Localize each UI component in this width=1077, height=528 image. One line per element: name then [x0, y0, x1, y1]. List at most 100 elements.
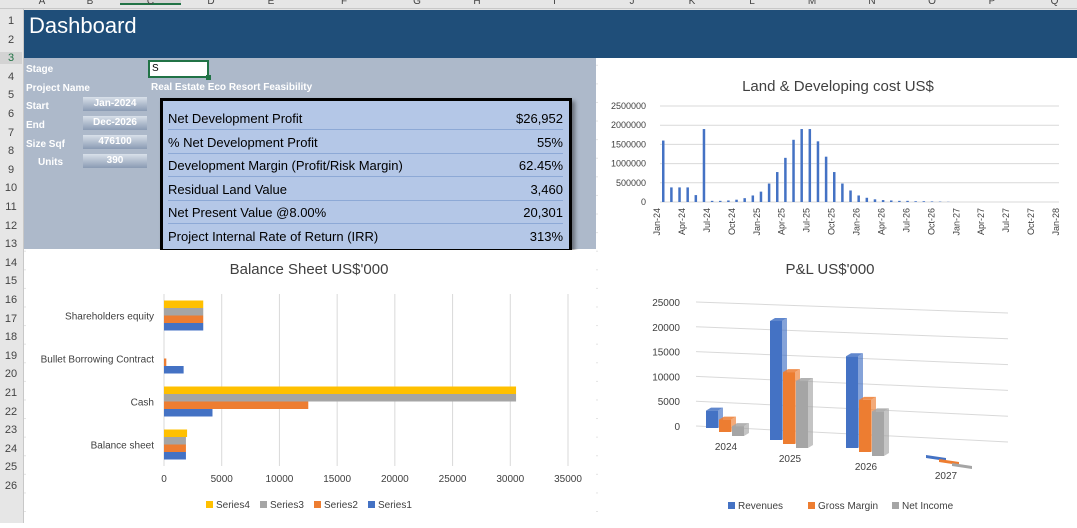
bar [890, 200, 893, 202]
project-name-value[interactable]: Real Estate Eco Resort Feasibility [151, 82, 312, 93]
column-header[interactable]: D [181, 0, 241, 7]
column-header[interactable]: K [662, 0, 722, 7]
legend-label: Gross Margin [818, 501, 878, 512]
row-header[interactable]: 4 [0, 71, 22, 83]
x-tick-label: Jan-25 [752, 208, 762, 236]
row-header[interactable]: 10 [0, 182, 22, 194]
bar [906, 201, 909, 202]
column-header[interactable]: J [602, 0, 662, 7]
row-header[interactable]: 19 [0, 350, 22, 362]
row-header[interactable]: 16 [0, 294, 22, 306]
column-header[interactable]: L [722, 0, 782, 7]
x-tick-label: Jan-26 [852, 208, 862, 236]
row-header[interactable]: 3 [0, 52, 22, 64]
bar [800, 129, 803, 202]
y-tick-label: 5000 [658, 397, 681, 408]
column-header[interactable]: M [782, 0, 842, 7]
bar [784, 158, 787, 202]
stage-input-cell[interactable]: S [148, 60, 209, 78]
column-header[interactable]: H [447, 0, 507, 7]
column-header[interactable]: F [301, 0, 387, 7]
row-header[interactable]: 23 [0, 424, 22, 436]
legend-swatch [368, 501, 375, 508]
units-value[interactable]: 390 [83, 154, 147, 168]
x-tick-label: Jan-24 [652, 208, 662, 236]
legend-swatch [892, 502, 899, 509]
row-header[interactable]: 26 [0, 480, 22, 492]
start-value[interactable]: Jan-2024 [83, 97, 147, 111]
kpi-value: 20,301 [523, 205, 563, 220]
kpi-label: Net Present Value @8.00% [168, 205, 326, 220]
row-header[interactable]: 14 [0, 257, 22, 269]
column-header[interactable]: I [507, 0, 602, 7]
bar [686, 187, 689, 202]
row-header[interactable]: 6 [0, 108, 22, 120]
dashboard-banner: Dashboard [24, 10, 1077, 58]
row-header[interactable]: 21 [0, 387, 22, 399]
category-label: 2025 [779, 454, 802, 465]
y-tick-label: 0 [641, 197, 646, 207]
row-header[interactable]: 8 [0, 145, 22, 157]
category-label: Bullet Borrowing Contract [41, 355, 155, 366]
column-header[interactable]: Q [1022, 0, 1077, 7]
bar [898, 201, 901, 202]
bar [872, 411, 884, 456]
column-header[interactable]: G [387, 0, 447, 7]
row-header[interactable]: 15 [0, 275, 22, 287]
bar [164, 387, 516, 395]
x-tick-label: Jan-27 [951, 208, 961, 236]
bar [735, 200, 738, 202]
bar [695, 195, 698, 202]
row-header[interactable]: 18 [0, 331, 22, 343]
kpi-box: Net Development Profit$26,952 % Net Deve… [160, 98, 572, 252]
y-tick-label: 20000 [652, 323, 680, 334]
row-header[interactable]: 1 [0, 15, 22, 27]
x-tick-label: Oct-27 [1026, 208, 1036, 235]
row-header[interactable]: 11 [0, 201, 22, 213]
row-header[interactable]: 17 [0, 313, 22, 325]
column-header[interactable]: B [60, 0, 120, 7]
start-label: Start [26, 101, 49, 112]
kpi-label: Development Margin (Profit/Risk Margin) [168, 158, 403, 173]
row-header[interactable]: 24 [0, 443, 22, 455]
y-tick-label: 2500000 [611, 101, 646, 111]
row-header[interactable]: 12 [0, 220, 22, 232]
kpi-row: Net Development Profit$26,952 [168, 107, 563, 130]
column-header[interactable]: A [24, 0, 60, 7]
column-header[interactable]: E [241, 0, 301, 7]
legend-label: Series4 [216, 500, 250, 511]
bar [711, 201, 714, 202]
row-header[interactable]: 25 [0, 461, 22, 473]
legend-label: Series2 [324, 500, 358, 511]
column-header[interactable]: O [902, 0, 962, 7]
stage-label: Stage [26, 64, 53, 75]
column-header[interactable]: N [842, 0, 902, 7]
row-header[interactable]: 7 [0, 127, 22, 139]
row-header[interactable]: 13 [0, 238, 22, 250]
row-header[interactable]: 20 [0, 368, 22, 380]
row-header[interactable]: 5 [0, 89, 22, 101]
x-tick-label: 5000 [211, 474, 234, 485]
category-label: Cash [131, 398, 154, 409]
x-tick-label: Oct-26 [926, 208, 936, 235]
column-header[interactable]: C [120, 0, 181, 5]
gridline [696, 302, 1008, 313]
legend-label: Series3 [270, 500, 304, 511]
bar [719, 201, 722, 202]
row-header[interactable]: 9 [0, 164, 22, 176]
column-header[interactable]: P [962, 0, 1022, 7]
category-label: 2027 [935, 471, 958, 482]
kpi-row: Development Margin (Profit/Risk Margin)6… [168, 154, 563, 177]
row-header[interactable]: 2 [0, 34, 22, 46]
end-value[interactable]: Dec-2026 [83, 116, 147, 130]
size-sqf-value[interactable]: 476100 [83, 135, 147, 149]
row-header[interactable]: 22 [0, 406, 22, 418]
kpi-value: 55% [537, 135, 563, 150]
